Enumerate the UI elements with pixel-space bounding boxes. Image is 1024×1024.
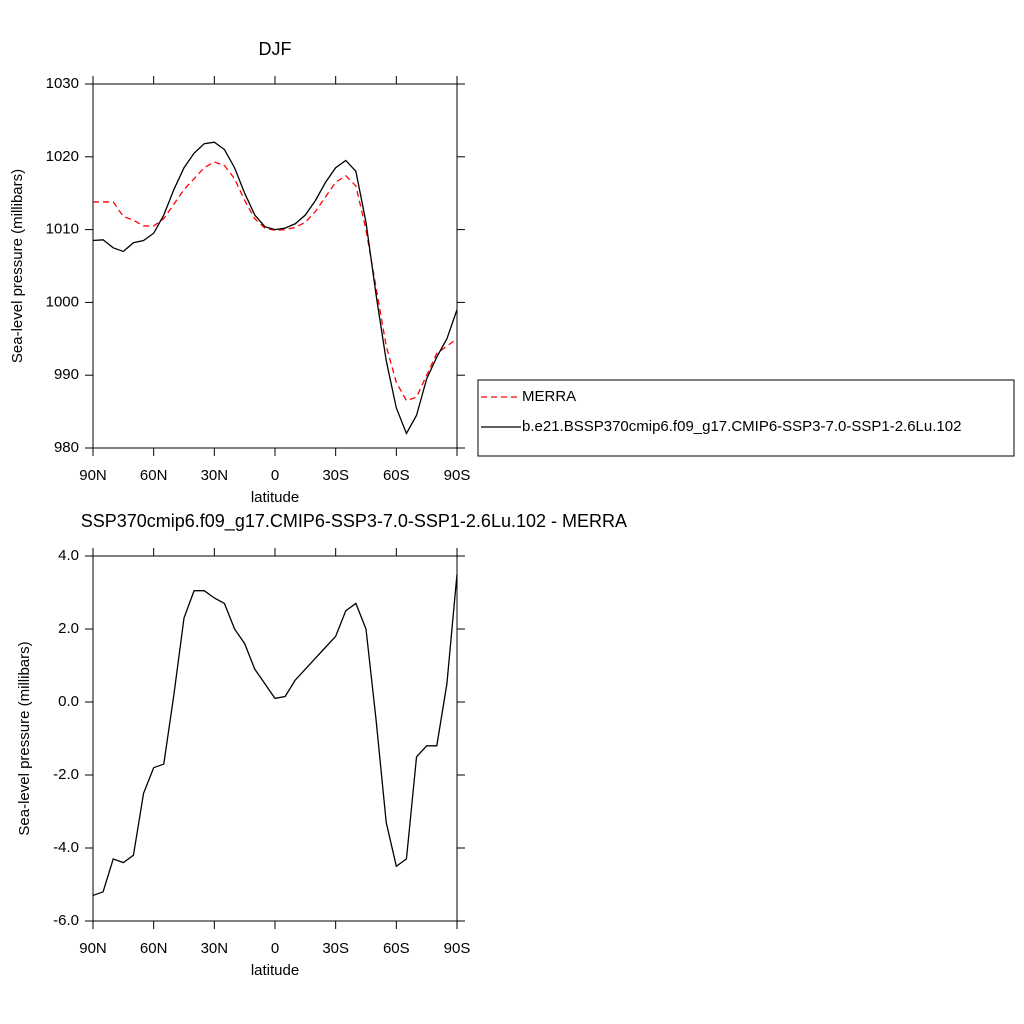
x-tick-label: 30S [322, 467, 349, 484]
legend-box [477, 379, 1015, 457]
x-tick-label: 0 [271, 940, 279, 957]
x-tick-label: 60S [383, 467, 410, 484]
y-tick-label: -2.0 [53, 766, 79, 783]
y-tick-label: 1030 [46, 75, 79, 92]
x-tick-label: 30N [201, 467, 229, 484]
y-tick-label: 0.0 [58, 693, 79, 710]
plot-frame [92, 555, 458, 922]
x-tick-label: 30N [201, 940, 229, 957]
y-axis-label: Sea-level pressure (millibars) [16, 641, 33, 835]
y-tick-label: -4.0 [53, 839, 79, 856]
y-tick-label: 1010 [46, 221, 79, 238]
x-tick-label: 90S [444, 467, 471, 484]
chart-title: DJF [259, 39, 292, 59]
x-tick-label: 60N [140, 940, 168, 957]
x-tick-label: 90S [444, 940, 471, 957]
x-tick-label: 60N [140, 467, 168, 484]
data-line [93, 161, 458, 402]
legend-label: b.e21.BSSP370cmip6.f09_g17.CMIP6-SSP3-7.… [522, 418, 961, 435]
x-tick-label: 0 [271, 467, 279, 484]
x-tick-label: 30S [322, 940, 349, 957]
y-axis-label: Sea-level pressure (millibars) [9, 169, 26, 363]
x-tick-label: 90N [79, 467, 107, 484]
data-line [92, 574, 458, 897]
y-tick-label: 980 [54, 439, 79, 456]
y-tick-label: 990 [54, 366, 79, 383]
data-line [92, 141, 458, 435]
x-tick-label: 90N [79, 940, 107, 957]
y-tick-label: 1020 [46, 148, 79, 165]
y-tick-label: 4.0 [58, 547, 79, 564]
legend-label: MERRA [522, 388, 576, 405]
y-tick-label: 1000 [46, 293, 79, 310]
plot-frame [92, 83, 458, 449]
x-axis-label: latitude [251, 489, 299, 506]
x-tick-label: 60S [383, 940, 410, 957]
y-tick-label: 2.0 [58, 620, 79, 637]
chart-title: SSP370cmip6.f09_g17.CMIP6-SSP3-7.0-SSP1-… [81, 511, 627, 532]
y-tick-label: -6.0 [53, 912, 79, 929]
x-axis-label: latitude [251, 962, 299, 979]
